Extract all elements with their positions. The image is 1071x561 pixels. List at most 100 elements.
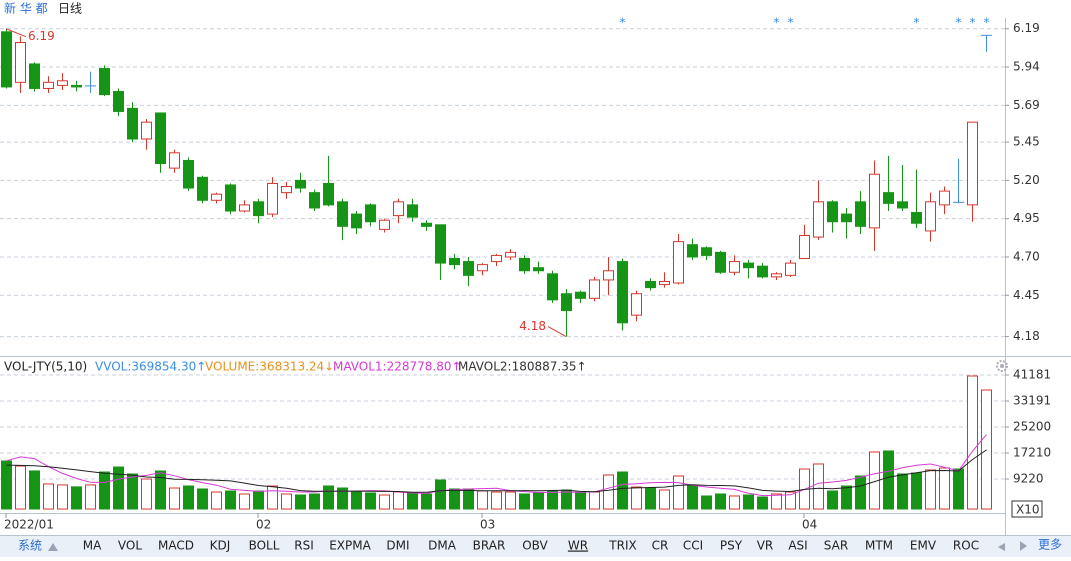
event-mark[interactable]: * xyxy=(620,16,626,30)
y-tick-label: 5.20 xyxy=(1013,173,1040,187)
candle-body xyxy=(645,280,656,289)
y-tick-label: 5.69 xyxy=(1013,98,1040,112)
candle-body xyxy=(561,293,572,312)
volume-bar xyxy=(771,493,782,510)
volume-bar xyxy=(127,473,138,510)
indicator-tab[interactable]: WR xyxy=(568,539,588,553)
indicator-tab[interactable]: OBV xyxy=(522,539,548,553)
indicator-tab[interactable]: KDJ xyxy=(210,539,231,553)
event-mark[interactable]: * xyxy=(788,16,794,30)
indicator-tab[interactable]: TRIX xyxy=(608,539,636,553)
y-tick-label: 41181 xyxy=(1013,367,1051,381)
event-mark[interactable]: * xyxy=(774,16,780,30)
annotation-leader xyxy=(5,28,27,38)
more-button[interactable]: 更多 xyxy=(1038,538,1062,552)
candle-body xyxy=(421,222,432,227)
candle-body xyxy=(673,241,684,284)
indicator-tab[interactable]: RSI xyxy=(294,539,314,553)
volume-bar xyxy=(911,472,922,510)
candle-body xyxy=(813,201,824,238)
indicator-tab[interactable]: DMA xyxy=(428,539,457,553)
candle-body xyxy=(575,291,586,299)
candle-body xyxy=(869,173,880,229)
unit-box xyxy=(1011,500,1043,518)
y-tick-label: 5.45 xyxy=(1013,135,1040,149)
volume-bar xyxy=(15,465,26,510)
candle-body xyxy=(519,257,530,272)
candle-body xyxy=(617,261,628,324)
volume-bar xyxy=(743,494,754,510)
volume-bar xyxy=(813,463,824,510)
indicator-tab[interactable]: VR xyxy=(757,539,774,553)
volume-bar xyxy=(337,487,348,510)
volume-bar xyxy=(253,490,264,510)
indicator-tab[interactable]: ASI xyxy=(788,539,807,553)
indicator-tab[interactable]: PSY xyxy=(720,539,743,553)
y-tick-label: 6.19 xyxy=(1013,21,1040,35)
tab-bar xyxy=(0,535,1071,557)
candle-body xyxy=(911,212,922,224)
unit-label: X10 xyxy=(1016,503,1040,517)
security-name[interactable]: 新 华 都 xyxy=(4,1,48,16)
indicator-tab[interactable]: BOLL xyxy=(249,539,280,553)
candle-body xyxy=(281,186,292,194)
candle-body xyxy=(757,265,768,278)
volume-bar xyxy=(393,491,404,510)
moving-average-line xyxy=(6,449,987,493)
event-mark[interactable]: * xyxy=(956,16,962,30)
indicator-tab[interactable]: EMV xyxy=(910,539,937,553)
volume-bar xyxy=(29,470,40,510)
annotation-label: 6.19 xyxy=(28,29,55,43)
indicator-tab[interactable]: SAR xyxy=(824,539,848,553)
candle-body xyxy=(29,63,40,89)
candle-body xyxy=(603,270,614,281)
period-label[interactable]: 日线 xyxy=(58,2,82,16)
candle-body xyxy=(687,244,698,258)
candle-body xyxy=(113,91,124,112)
volume-bar xyxy=(883,450,894,510)
indicator-tab[interactable]: MA xyxy=(83,539,102,553)
scroll-left[interactable] xyxy=(998,543,1005,551)
candle-body xyxy=(729,261,740,273)
indicator-tab[interactable]: CCI xyxy=(683,539,703,553)
indicator-tab[interactable]: MTM xyxy=(865,539,893,553)
volume-bar xyxy=(981,389,992,510)
event-mark[interactable]: * xyxy=(970,16,976,30)
annotation-label: 4.18 xyxy=(519,319,546,333)
indicator-readout: MAVOL1:228778.80↑ xyxy=(333,360,462,374)
indicator-tab[interactable]: ROC xyxy=(953,539,979,553)
candle-body xyxy=(841,213,852,223)
volume-bar xyxy=(729,495,740,510)
candle-body xyxy=(183,159,194,189)
indicator-tab[interactable]: 系统 xyxy=(18,539,42,553)
event-mark[interactable]: * xyxy=(914,16,920,30)
volume-bar xyxy=(351,491,362,510)
indicator-tab[interactable]: VOL xyxy=(118,539,142,553)
indicator-tab[interactable]: EXPMA xyxy=(329,539,371,553)
candle-body xyxy=(169,152,180,169)
volume-bar xyxy=(589,491,600,510)
candle-body xyxy=(855,201,866,227)
indicator-tab[interactable]: CR xyxy=(652,539,669,553)
scroll-right[interactable] xyxy=(1020,541,1027,551)
candle-body xyxy=(99,68,110,96)
settings-gear[interactable] xyxy=(996,360,1008,372)
candle-body xyxy=(323,182,334,206)
volume-bar xyxy=(379,494,390,510)
indicator-tab[interactable]: BRAR xyxy=(473,539,506,553)
volume-bar xyxy=(449,488,460,510)
volume-bar xyxy=(197,488,208,510)
candle-body xyxy=(141,121,152,140)
y-tick-label: 4.95 xyxy=(1013,211,1040,225)
volume-bar xyxy=(841,485,852,510)
event-mark[interactable]: * xyxy=(984,16,990,30)
candle-body xyxy=(127,107,138,140)
system-menu-arrow[interactable] xyxy=(48,543,58,551)
indicator-tab[interactable]: MACD xyxy=(158,539,194,553)
volume-bar xyxy=(295,494,306,510)
candle-body xyxy=(505,251,516,258)
indicator-name: VOL-JTY(5,10) xyxy=(4,360,87,374)
indicator-tab[interactable]: DMI xyxy=(386,539,409,553)
y-tick-label: 5.94 xyxy=(1013,60,1040,74)
